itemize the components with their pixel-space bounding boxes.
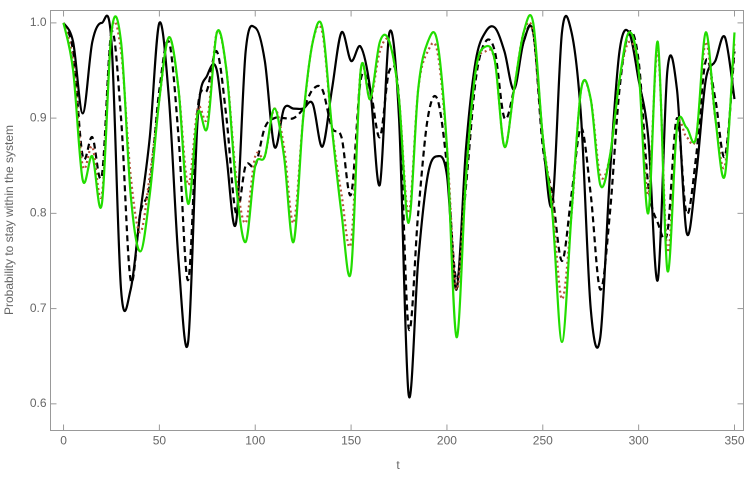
y-tick-label: 0.8 <box>30 206 47 220</box>
x-tick-label: 150 <box>341 434 361 448</box>
y-tick-label: 0.6 <box>30 396 47 410</box>
y-tick-label: 1.0 <box>30 15 47 29</box>
x-tick-label: 300 <box>629 434 649 448</box>
series-line <box>62 14 736 344</box>
x-tick-label: 0 <box>60 434 67 448</box>
series-line <box>62 22 736 332</box>
y-tick-label: 0.7 <box>30 301 47 315</box>
x-tick-label: 250 <box>533 434 553 448</box>
y-tick-label: 0.9 <box>30 110 47 124</box>
series-line <box>62 14 736 399</box>
plot-frame <box>50 10 744 431</box>
x-axis-label: t <box>396 458 400 472</box>
x-tick-label: 50 <box>153 434 167 448</box>
y-axis-label: Probability to stay within the system <box>2 125 16 315</box>
x-tick-label: 350 <box>724 434 744 448</box>
x-tick-label: 100 <box>245 434 265 448</box>
x-tick-label: 200 <box>437 434 457 448</box>
